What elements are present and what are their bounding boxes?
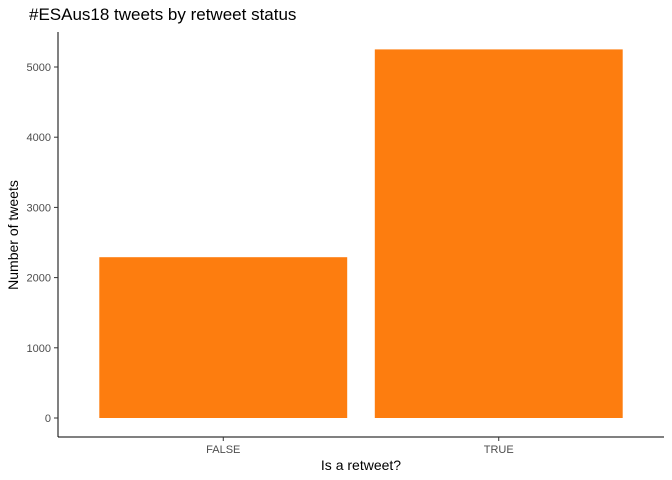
y-tick-label: 1000 (27, 343, 51, 355)
bar-false (99, 257, 348, 418)
x-axis-title: Is a retweet? (321, 457, 401, 473)
chart-title: #ESAus18 tweets by retweet status (29, 5, 297, 24)
x-tick-label: FALSE (206, 444, 240, 456)
y-tick-label: 0 (45, 413, 51, 425)
y-axis-title: Number of tweets (5, 180, 21, 290)
y-ticks: 0 1000 2000 3000 4000 5000 (27, 62, 58, 425)
x-ticks: FALSE TRUE (206, 437, 514, 456)
bar-true (374, 49, 623, 419)
y-tick-label: 4000 (27, 132, 51, 144)
bars-layer (99, 49, 623, 419)
x-tick-label: TRUE (484, 444, 514, 456)
y-tick-label: 3000 (27, 202, 51, 214)
y-tick-label: 2000 (27, 273, 51, 285)
y-tick-label: 5000 (27, 62, 51, 74)
